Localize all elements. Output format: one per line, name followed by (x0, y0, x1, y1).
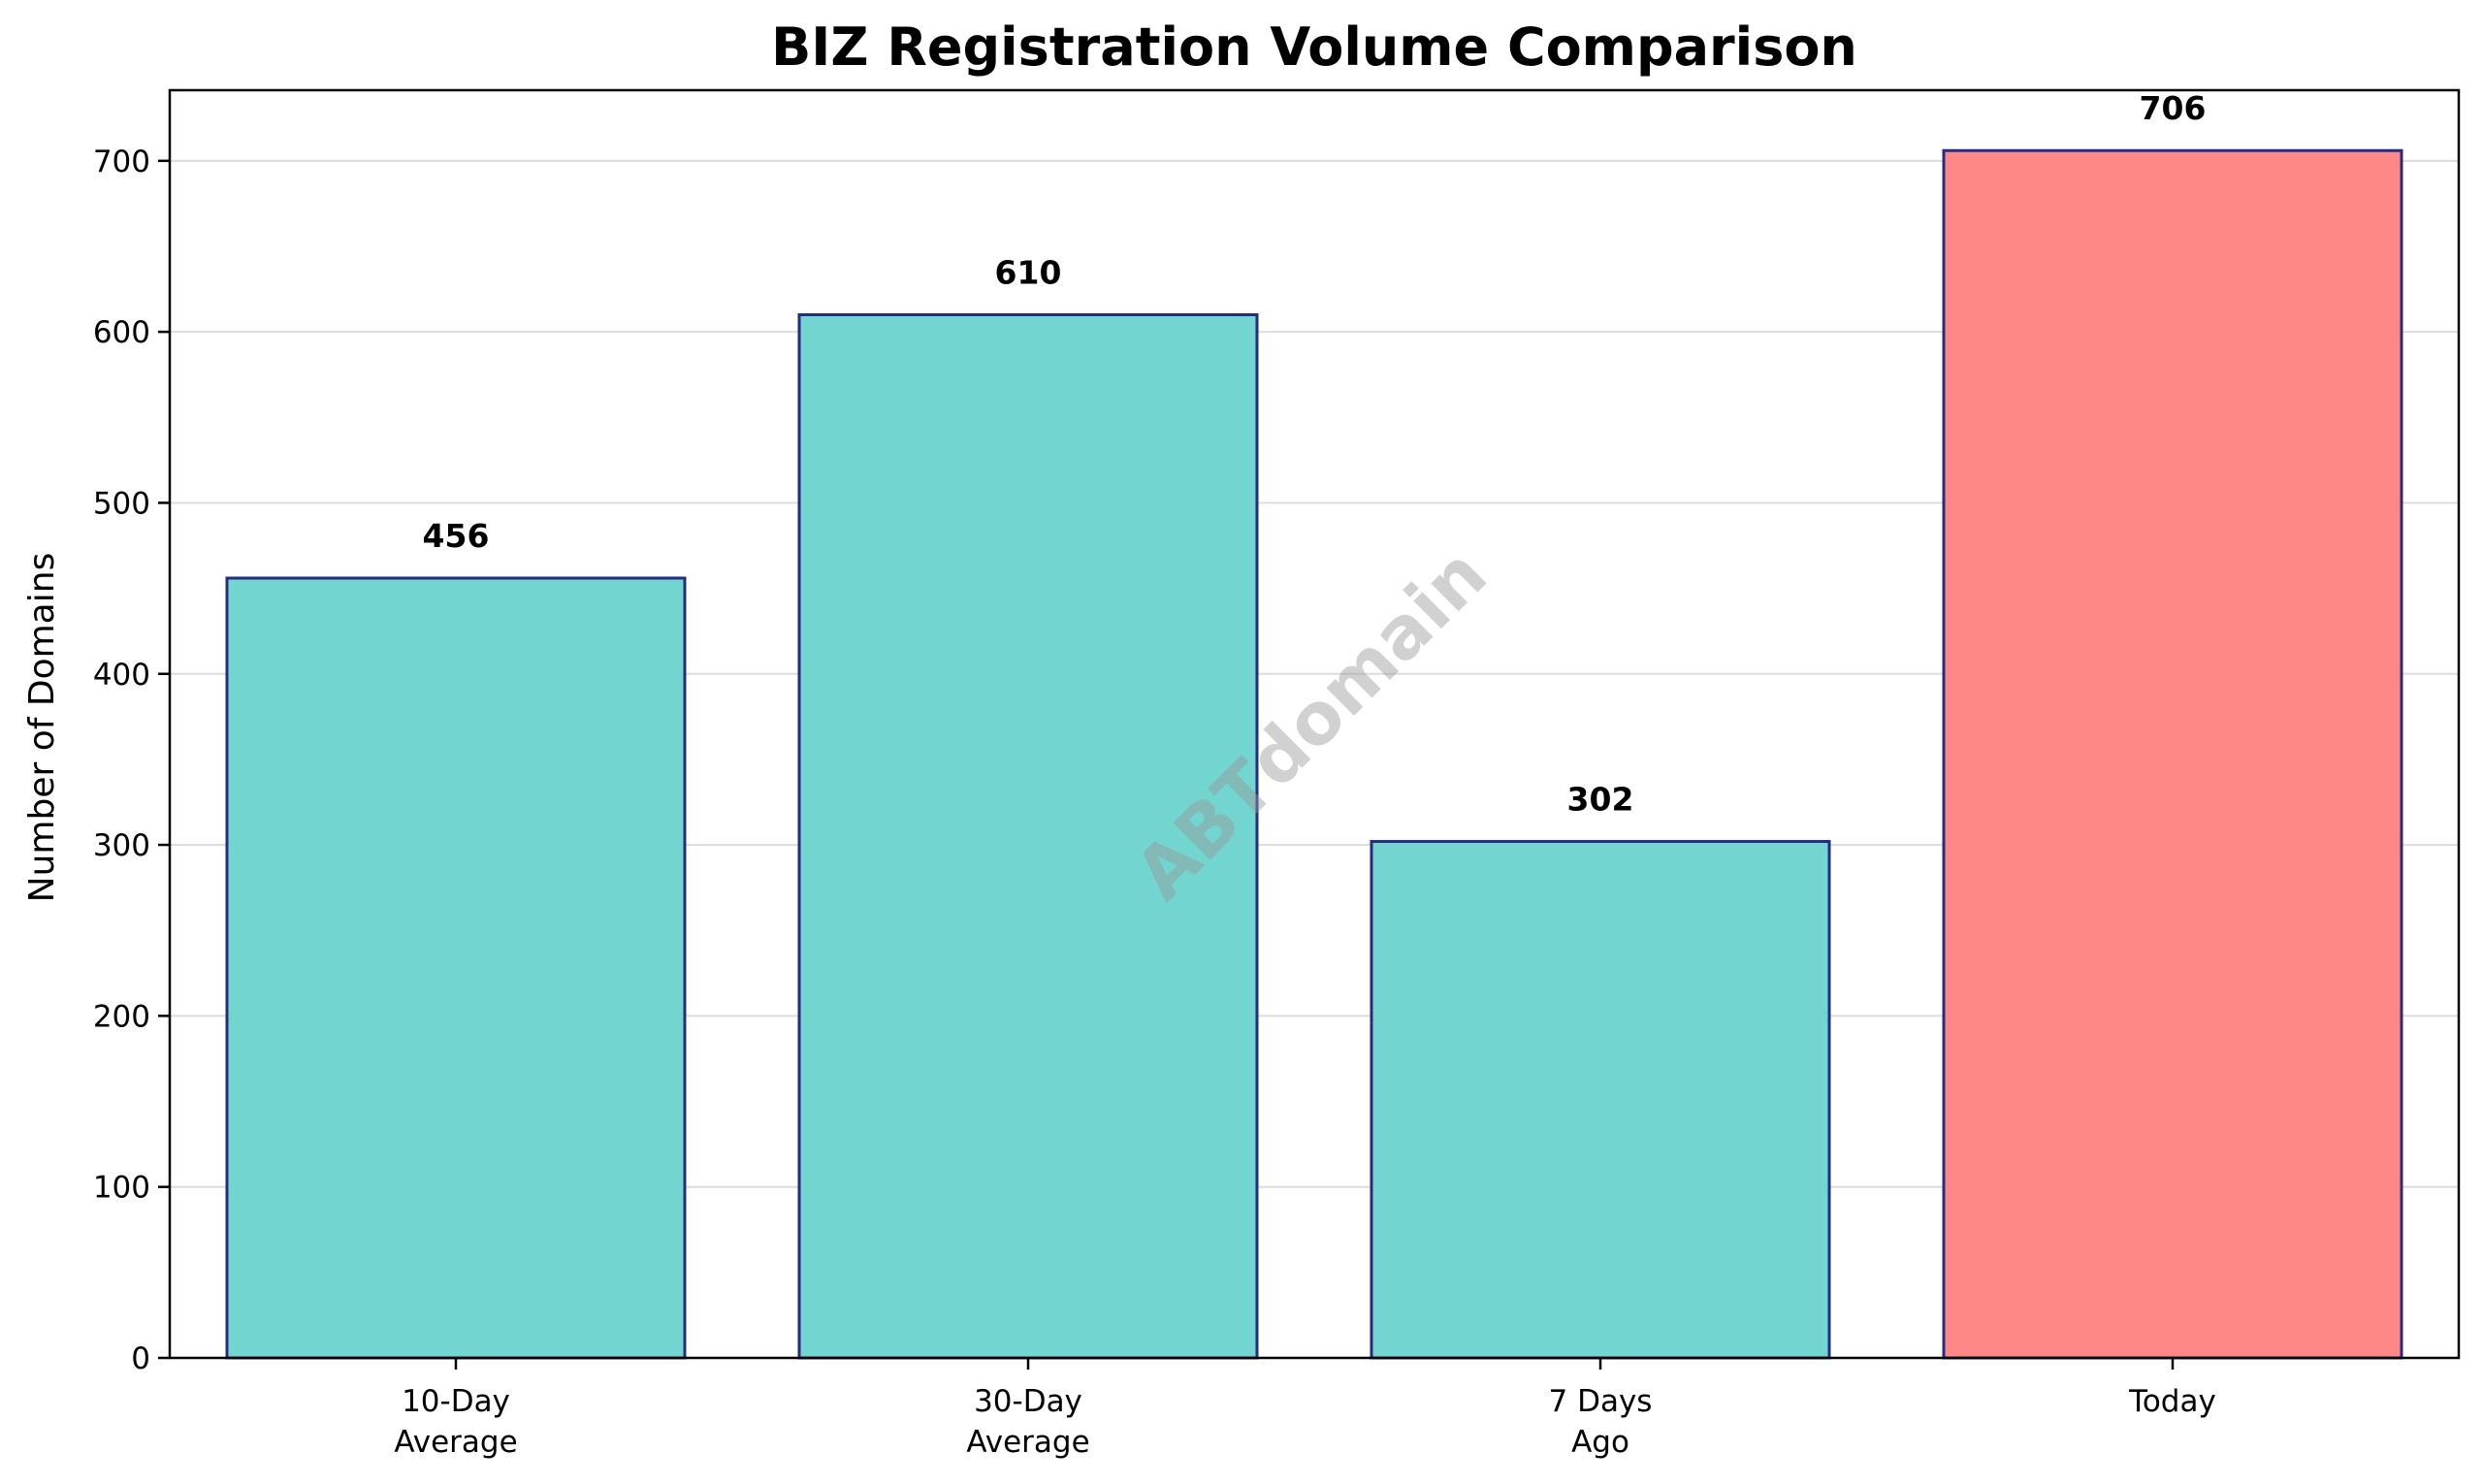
bar (1942, 148, 2403, 1360)
bar-value-label: 610 (995, 253, 1062, 291)
bar-value-label: 456 (423, 517, 490, 555)
bar-value-label: 302 (1567, 781, 1634, 819)
bar (225, 576, 687, 1360)
bar-value-label: 706 (2140, 89, 2207, 127)
bar (797, 312, 1259, 1360)
y-tick-label: 500 (93, 486, 150, 521)
y-tick-label: 600 (93, 315, 150, 350)
x-tick-label: 30-Day Average (966, 1384, 1089, 1460)
chart-title: BIZ Registration Volume Comparison (771, 16, 1857, 78)
y-tick-label: 0 (131, 1341, 150, 1376)
plot-frame (168, 88, 2461, 1360)
x-tick-label: 10-Day Average (394, 1384, 517, 1460)
y-tick-label: 400 (93, 658, 150, 693)
bar (1370, 840, 1831, 1360)
y-tick-label: 200 (93, 999, 150, 1034)
x-axis-ticks: 10-Day Average 30-Day Average 7 Days Ago Today (394, 1358, 2216, 1460)
x-tick-label: Today (2128, 1384, 2216, 1419)
y-axis-ticks: 0 100 200 300 400 500 600 700 (93, 145, 170, 1376)
x-tick-label: 7 Days Ago (1549, 1384, 1653, 1460)
y-tick-label: 700 (93, 145, 150, 179)
y-tick-label: 300 (93, 828, 150, 863)
y-axis-label: Number of Domains (22, 553, 62, 903)
y-tick-label: 100 (93, 1171, 150, 1206)
value-labels: 456 610 302 706 (423, 89, 2207, 818)
